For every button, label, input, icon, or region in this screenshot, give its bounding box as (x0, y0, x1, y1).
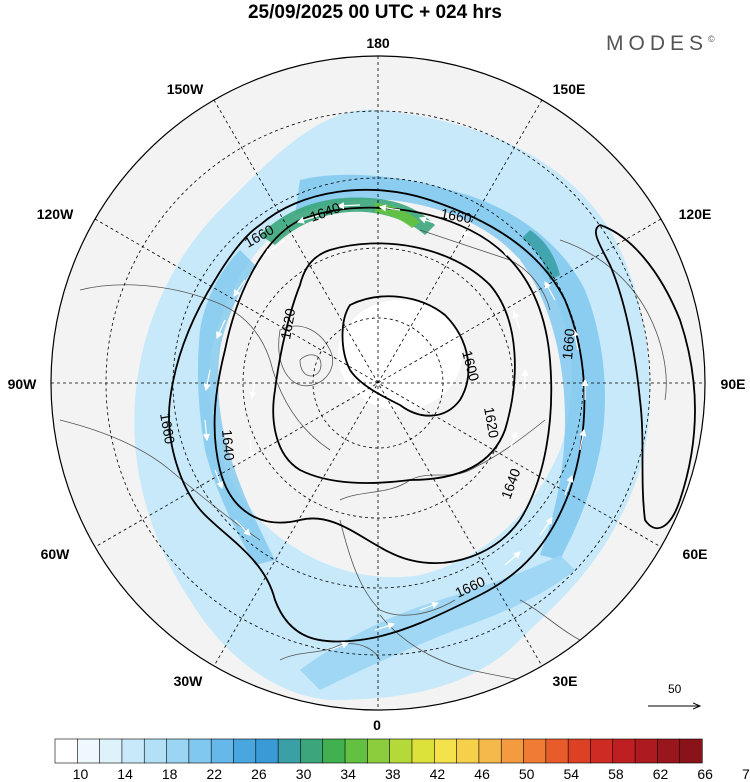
colorbar-tick-label: 34 (340, 766, 356, 782)
colorbar-tick-label: 62 (652, 766, 669, 782)
contour-label: 1660 (439, 205, 473, 226)
colorbar-cell (255, 738, 279, 764)
colorbar-cell (612, 738, 636, 764)
colorbar-tick-label: 30 (295, 766, 312, 782)
colorbar-tick-label: 38 (385, 766, 401, 782)
colorbar-cell (389, 738, 413, 764)
contour-label: 1640 (219, 429, 238, 462)
colorbar-cell (77, 738, 101, 764)
colorbar-cell (590, 738, 614, 764)
lon-label-30w: 30W (173, 673, 203, 689)
wind-vectors (202, 202, 589, 651)
wind-band-mid (295, 174, 605, 560)
colorbar-cell (166, 738, 190, 764)
lon-label-60w: 60W (40, 546, 70, 562)
logo-copyright: © (708, 34, 715, 44)
contour-label: 1660 (157, 412, 178, 446)
colorbar-cell (500, 738, 525, 764)
colorbar-cell (634, 738, 658, 764)
lon-label-150w: 150W (166, 81, 204, 97)
colorbar-cell (143, 738, 168, 764)
lon-label-120w: 120W (36, 206, 74, 222)
contour-1620 (272, 242, 516, 484)
polar-cap (338, 300, 462, 410)
contour-label: 1600 (459, 349, 483, 383)
colorbar-cell (478, 738, 502, 764)
contour-1660-east (595, 224, 696, 530)
lon-label-60e: 60E (682, 546, 708, 562)
lon-label-90w: 90W (7, 376, 37, 392)
contour-label: 1660 (559, 328, 578, 361)
colorbar-tick-label: 22 (206, 766, 223, 782)
colorbar-tick-label: 18 (161, 766, 178, 782)
lon-label-120e: 120E (678, 206, 712, 222)
jet-core-east (522, 230, 560, 280)
contour-1600 (341, 295, 470, 417)
colorbar-cell (188, 738, 212, 764)
colorbar-cell (277, 738, 302, 764)
colorbar-cell (121, 738, 145, 764)
colorbar-cell (367, 738, 391, 764)
colorbar (54, 738, 703, 764)
colorbar-cell (545, 738, 569, 764)
contour-label: 1620 (277, 307, 298, 341)
contour-1660 (168, 188, 586, 643)
wind-scale-label: 50 (668, 682, 682, 696)
map-title: 25/09/2025 00 UTC + 024 hrs (247, 2, 503, 23)
colorbar-cell (344, 738, 368, 764)
colorbar-tick-label: 50 (518, 766, 535, 782)
colorbar-cell (679, 738, 703, 764)
logo-text: MODES (606, 32, 709, 55)
lon-label-90e: 90E (720, 376, 746, 392)
colorbar-tick-label: 70 (742, 766, 750, 782)
colorbar-tick-label: 10 (72, 766, 89, 782)
lon-label-30e: 30E (552, 673, 578, 689)
lon-label-150e: 150E (552, 81, 586, 97)
colorbar-tick-label: 14 (117, 766, 133, 782)
colorbar-cell (54, 738, 78, 764)
map-outline (50, 55, 706, 711)
colorbar-cell (322, 738, 346, 764)
colorbar-tick-label: 54 (563, 766, 580, 782)
colorbar-tick-label: 42 (429, 766, 446, 782)
colorbar-cell (233, 738, 257, 764)
colorbar-tick-label: 58 (608, 766, 624, 782)
contour-1640 (213, 206, 553, 564)
colorbar-cell (300, 738, 324, 764)
modes-logo: MODES© (606, 32, 715, 56)
colorbar-cell (99, 738, 123, 764)
colorbar-tick-label: 66 (697, 766, 713, 782)
lon-label-0: 0 (373, 717, 381, 733)
contour-label: 1620 (481, 406, 502, 440)
colorbar-tick-label: 46 (474, 766, 490, 782)
colorbar-cell (567, 738, 592, 764)
lon-label-180: 180 (366, 35, 390, 51)
wind-band-europe (300, 555, 575, 690)
colorbar-cell (210, 738, 235, 764)
colorbar-ticks: 10 14 18 22 26 30 34 38 42 46 50 54 58 62 66 70 (0, 766, 750, 782)
colorbar-cell (657, 738, 681, 764)
colorbar-tick-label: 26 (251, 766, 267, 782)
colorbar-cell (433, 738, 458, 764)
height-contours (168, 188, 696, 643)
coastlines (59, 229, 667, 685)
colorbar-cell (411, 738, 435, 764)
colorbar-cell (456, 738, 480, 764)
colorbar-cell (523, 738, 547, 764)
